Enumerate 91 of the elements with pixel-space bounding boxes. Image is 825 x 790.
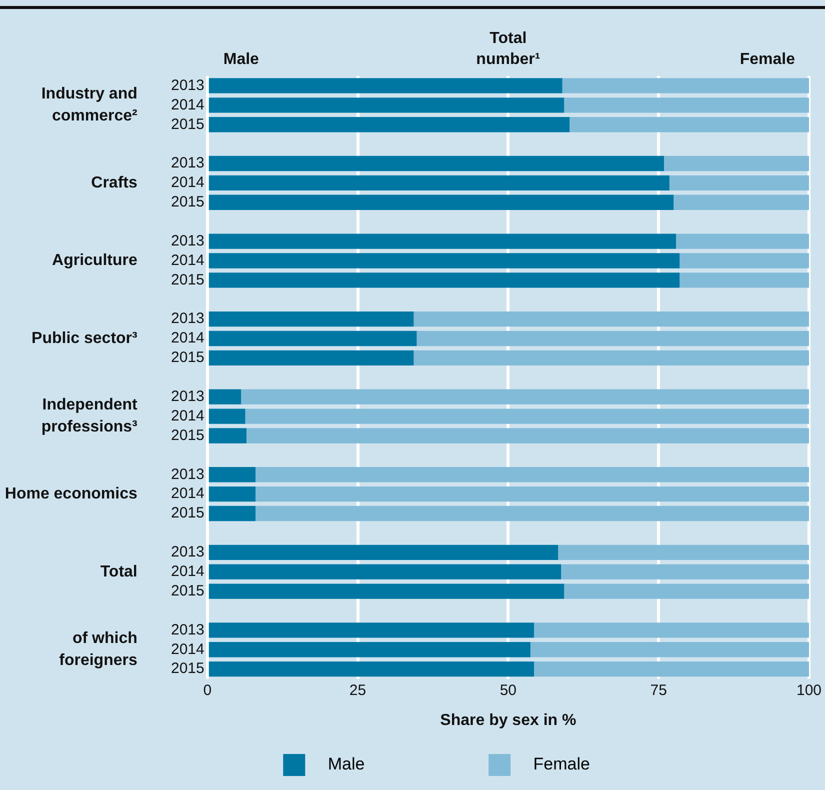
y-tick-label: 2014 xyxy=(170,562,204,580)
bar xyxy=(208,194,674,210)
bar xyxy=(208,584,564,599)
bar xyxy=(208,486,256,502)
y-tick-label: 2015 xyxy=(170,426,204,444)
legend-label: Male xyxy=(314,754,469,774)
bar xyxy=(208,661,534,677)
bar xyxy=(208,253,680,268)
y-tick-label: 2015 xyxy=(170,194,204,211)
legend-label: Female xyxy=(519,754,694,774)
y-tick-label: 2014 xyxy=(170,407,204,424)
bar xyxy=(530,642,809,658)
text: Crafts xyxy=(91,174,138,192)
bar xyxy=(241,389,809,404)
y-tick-label: 2013 xyxy=(170,544,204,561)
bar xyxy=(208,642,530,658)
bar xyxy=(208,544,558,560)
bar xyxy=(564,98,809,113)
text: Agriculture xyxy=(52,252,138,270)
bar xyxy=(562,78,809,94)
x-tick-label: 100 xyxy=(796,682,822,699)
bar xyxy=(208,272,680,288)
text: Male xyxy=(223,51,260,68)
text: Home economics xyxy=(4,485,138,502)
text: Female xyxy=(740,51,796,68)
bar xyxy=(208,467,256,482)
text: Independent professions³ xyxy=(41,396,138,436)
bar xyxy=(208,506,256,522)
bar xyxy=(564,584,809,599)
bar xyxy=(208,564,562,580)
bar xyxy=(414,350,809,366)
bar xyxy=(208,311,414,327)
bar xyxy=(680,253,809,268)
y-tick-label: 2013 xyxy=(170,232,204,250)
bar xyxy=(558,544,809,560)
y-tick-label: 2014 xyxy=(170,330,204,347)
y-tick-label: 2014 xyxy=(170,174,204,192)
y-tick-label: 2013 xyxy=(170,76,204,94)
y-tick-label: 2015 xyxy=(170,116,204,133)
bar xyxy=(208,389,242,404)
bar xyxy=(676,234,809,249)
text: Total xyxy=(100,563,138,580)
bar xyxy=(208,428,246,444)
bar xyxy=(208,117,570,132)
bar xyxy=(208,234,676,249)
bar xyxy=(561,564,809,580)
bar xyxy=(208,350,414,366)
bar xyxy=(208,622,534,638)
bar xyxy=(246,428,809,444)
bar xyxy=(680,272,809,288)
y-tick-label: 2015 xyxy=(170,271,204,288)
bar xyxy=(414,311,809,327)
bar xyxy=(208,408,246,424)
bar xyxy=(570,117,809,132)
bar xyxy=(208,156,664,172)
bar xyxy=(208,175,670,191)
y-tick-label: 2015 xyxy=(170,504,204,522)
bar xyxy=(245,408,809,424)
y-tick-label: 2014 xyxy=(170,485,204,502)
x-axis-title: Share by sex in % xyxy=(440,712,576,729)
y-tick-label: 2014 xyxy=(170,252,204,269)
y-tick-label: 2015 xyxy=(170,349,204,366)
bar xyxy=(534,661,809,677)
y-tick-label: 2014 xyxy=(170,640,204,658)
y-tick-label: 2013 xyxy=(170,310,204,328)
text: Industry and commerce² xyxy=(41,86,138,125)
y-tick-label: 2014 xyxy=(170,96,204,114)
text: Public sector³ xyxy=(32,330,138,347)
x-tick-label: 0 xyxy=(203,682,212,699)
x-tick-label: 50 xyxy=(500,682,517,699)
bar xyxy=(669,175,809,191)
x-tick-label: 25 xyxy=(349,682,366,699)
bar xyxy=(208,78,562,94)
text: Total number¹ xyxy=(476,30,540,68)
y-tick-label: 2013 xyxy=(170,621,204,638)
bar xyxy=(674,194,809,210)
x-tick-label: 75 xyxy=(650,682,667,699)
bar xyxy=(256,506,809,522)
y-tick-label: 2015 xyxy=(170,660,204,678)
bar xyxy=(208,98,564,113)
bar xyxy=(534,622,809,638)
y-tick-label: 2013 xyxy=(170,154,204,172)
bar xyxy=(416,330,809,346)
y-tick-label: 2013 xyxy=(170,466,204,483)
y-tick-label: 2015 xyxy=(170,582,204,600)
y-tick-label: 2013 xyxy=(170,388,204,405)
bar xyxy=(664,156,809,172)
bar xyxy=(256,467,809,482)
bar xyxy=(208,330,417,346)
bar xyxy=(256,486,809,502)
text: of which foreigners xyxy=(59,630,138,670)
